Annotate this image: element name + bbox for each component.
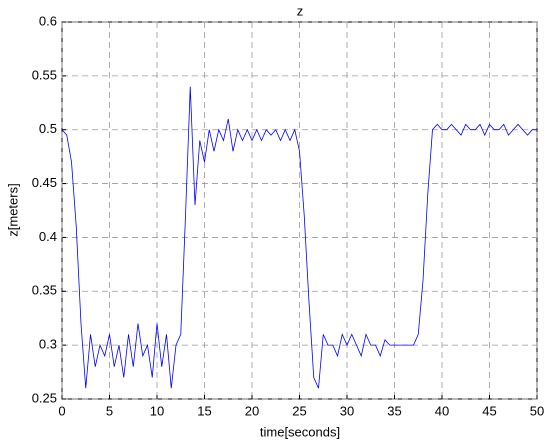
x-tick-label: 10 (150, 403, 164, 418)
y-tick-label: 0.6 (39, 13, 57, 28)
y-tick-label: 0.5 (39, 121, 57, 136)
x-tick-label: 30 (340, 403, 354, 418)
y-tick-label: 0.3 (39, 337, 57, 352)
x-tick-label: 45 (482, 403, 496, 418)
x-tick-label: 25 (292, 403, 306, 418)
y-axis-label: z[meters] (5, 183, 20, 236)
y-tick-label: 0.35 (32, 283, 57, 298)
x-tick-label: 5 (106, 403, 113, 418)
x-tick-label: 20 (245, 403, 259, 418)
x-tick-label: 35 (387, 403, 401, 418)
y-tick-label: 0.25 (32, 390, 57, 405)
x-tick-label: 0 (58, 403, 65, 418)
x-tick-label: 50 (530, 403, 544, 418)
data-line (61, 86, 537, 389)
y-tick-label: 0.45 (32, 175, 57, 190)
x-tick-label: 40 (435, 403, 449, 418)
x-tick-label: 15 (197, 403, 211, 418)
chart-title: z (297, 3, 304, 18)
y-tick-label: 0.4 (39, 229, 57, 244)
y-tick-label: 0.55 (32, 67, 57, 82)
x-axis-label: time[seconds] (260, 424, 340, 439)
